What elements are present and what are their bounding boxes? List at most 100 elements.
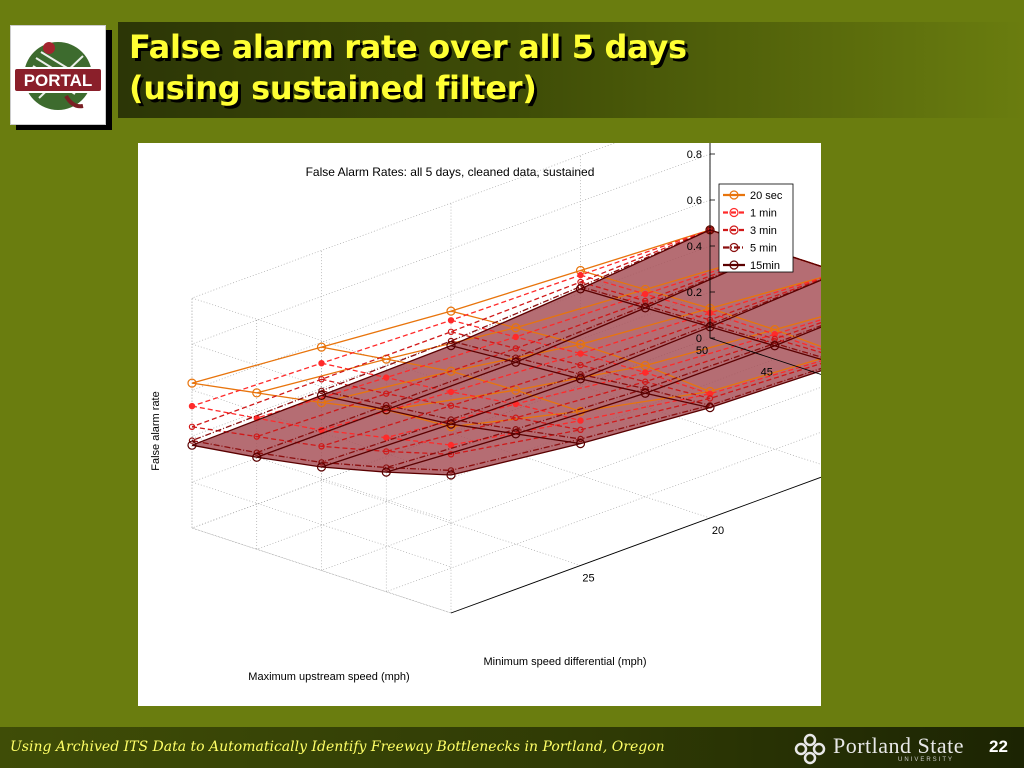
y-tick-label: 25 (582, 573, 594, 585)
series-point (577, 271, 584, 279)
z-tick-label: 0.6 (687, 195, 702, 207)
series-point (447, 467, 455, 474)
series-line (191, 229, 711, 442)
series-point (253, 433, 260, 440)
series-line (450, 319, 711, 395)
series-point (252, 388, 262, 398)
series-point (512, 414, 519, 421)
series-point (511, 429, 521, 439)
series-point (575, 374, 586, 384)
series-point (577, 435, 584, 443)
series-point (252, 452, 262, 462)
legend-label: 20 sec (750, 190, 783, 202)
series-point (642, 385, 649, 392)
series-point (447, 441, 455, 449)
portal-logo: PORTAL (10, 25, 106, 125)
z-tick-label: 0.2 (687, 287, 702, 299)
y-tick-label: 20 (712, 525, 724, 537)
footer-text: Using Archived ITS Data to Automatically… (10, 739, 665, 755)
legend-marker (729, 207, 739, 218)
grid-line (191, 153, 711, 430)
x-tick-label: 45 (761, 366, 773, 378)
series-point (381, 467, 391, 477)
chart-panel: False Alarm Rates: all 5 days, cleaned d… (138, 103, 983, 706)
slide-title: False alarm rate over all 5 days (using … (129, 27, 889, 109)
series-point (642, 369, 649, 376)
series-line (191, 444, 452, 476)
surface-chart: False Alarm Rates: all 5 days, cleaned d… (150, 103, 983, 683)
series-point (447, 402, 455, 409)
series-line (191, 426, 452, 455)
series-point (318, 359, 325, 367)
series-point (446, 422, 456, 432)
series-point (318, 443, 325, 450)
series-point (316, 342, 327, 352)
legend-marker (729, 225, 739, 235)
slide-title-line2: (using sustained filter) (129, 69, 537, 107)
series-point (770, 341, 780, 351)
legend-label: 15min (750, 260, 780, 272)
series-point (446, 306, 456, 316)
series-point (575, 284, 586, 294)
series-point (316, 390, 327, 400)
series-point (447, 328, 455, 335)
series-point (188, 402, 196, 410)
university-sub: UNIVERSITY (898, 757, 955, 763)
series-point (447, 337, 455, 345)
series-line (580, 281, 840, 359)
series-point (642, 290, 649, 298)
series-point (640, 388, 650, 398)
series-line (450, 340, 711, 406)
footer-bar (0, 727, 1024, 768)
series-line (321, 271, 840, 431)
series-point (575, 406, 586, 416)
z-tick-label: 0 (696, 333, 702, 345)
series-point (512, 345, 519, 352)
series-point (383, 434, 390, 441)
series-point (383, 390, 390, 397)
series-line (321, 394, 581, 445)
page-number: 22 (989, 737, 1008, 756)
series-point (640, 303, 650, 313)
x-tick-label: 50 (696, 345, 708, 357)
series-point (577, 350, 584, 357)
grid-line (191, 107, 711, 384)
series-point (383, 464, 390, 471)
series-point (383, 374, 390, 381)
chart-title: False Alarm Rates: all 5 days, cleaned d… (306, 165, 595, 179)
series-point (577, 361, 584, 369)
legend-label: 5 min (750, 243, 777, 255)
legend-label: 1 min (750, 208, 777, 220)
series-point (642, 378, 649, 385)
legend-marker (729, 190, 739, 200)
series-line (580, 274, 840, 357)
series-point (381, 405, 391, 415)
y-axis-label: Minimum speed differential (mph) (483, 656, 646, 668)
series-point (383, 448, 390, 455)
series-line (321, 390, 581, 440)
series-point (447, 388, 455, 396)
z-axis-label: False alarm rate (150, 391, 162, 470)
series-point (511, 323, 521, 333)
series-line (191, 382, 452, 428)
series-point (511, 385, 521, 395)
series-point (383, 401, 390, 409)
series-point (575, 439, 586, 449)
series-point (577, 371, 584, 378)
series-point (512, 333, 519, 341)
series-point (318, 387, 325, 394)
grid-line (450, 203, 711, 519)
series-point (705, 403, 715, 413)
series-point (447, 317, 455, 324)
series-point (447, 416, 455, 423)
portal-logo-graphic: PORTAL (13, 42, 103, 110)
z-tick-label: 0.4 (687, 241, 702, 253)
series-point (253, 449, 260, 456)
series-point (188, 423, 196, 430)
series-line (450, 344, 711, 409)
series-point (318, 376, 325, 383)
series-line (191, 439, 452, 472)
series-point (512, 426, 519, 433)
series-point (706, 395, 714, 402)
x-axis-label: Maximum upstream speed (mph) (248, 671, 409, 683)
